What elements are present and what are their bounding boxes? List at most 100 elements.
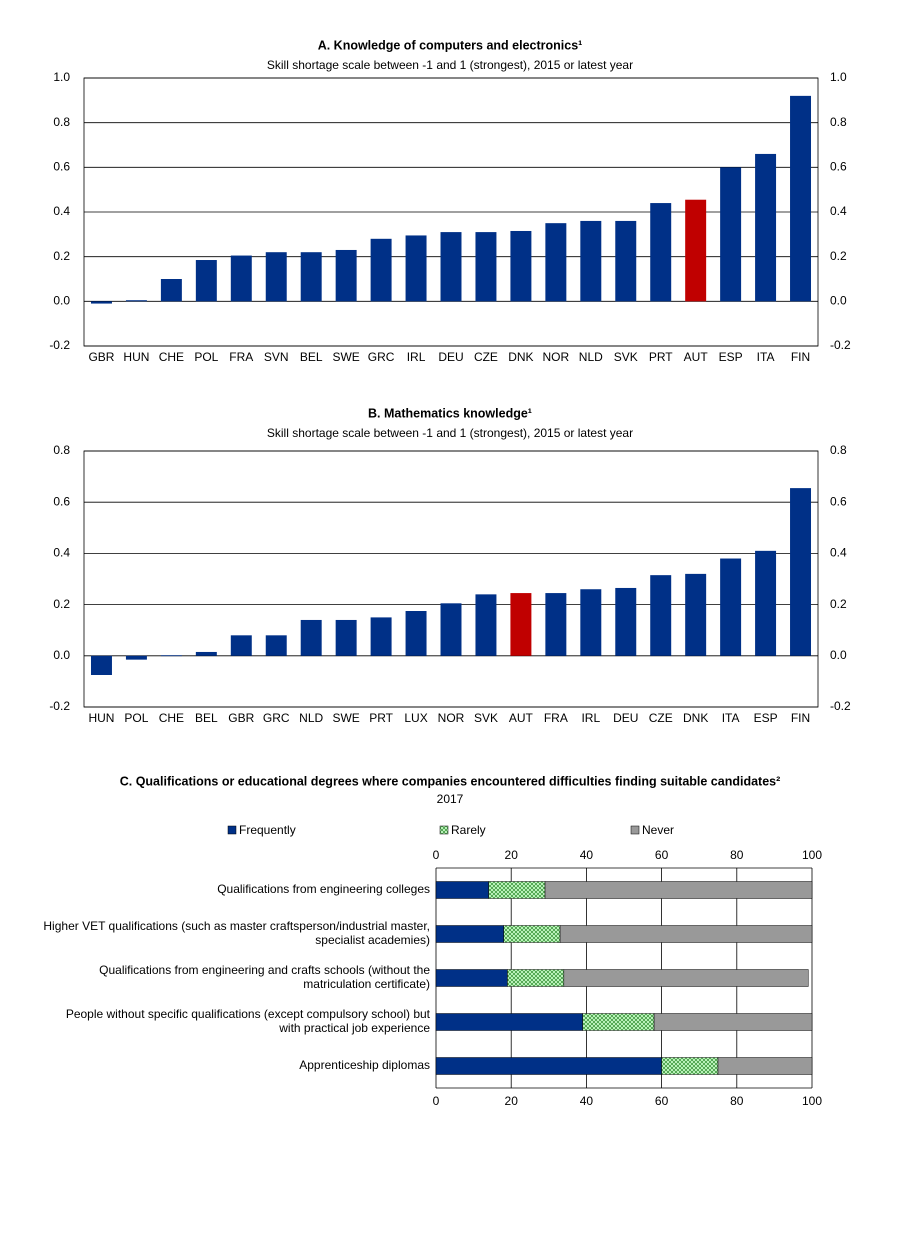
x-tick-label: DNK — [508, 350, 533, 364]
bar — [685, 573, 707, 656]
bar — [440, 232, 462, 302]
bar — [615, 587, 637, 656]
x-tick-label: FRA — [544, 711, 568, 725]
bar — [545, 593, 567, 656]
bar-segment — [435, 1013, 583, 1031]
x-tick-label: BEL — [195, 711, 218, 725]
x-tick-label: IRL — [581, 711, 600, 725]
plot-frame — [83, 450, 819, 708]
bar — [755, 153, 777, 302]
legend-swatch — [439, 825, 449, 835]
y-tick-label-right: 0.6 — [830, 160, 847, 174]
bar-segment — [435, 881, 489, 899]
legend-swatch — [630, 825, 640, 835]
bar-segment — [435, 1057, 662, 1075]
bar — [755, 550, 777, 656]
x-tick-label-top: 100 — [802, 848, 822, 862]
x-tick-label: GBR — [88, 350, 114, 364]
bar — [160, 655, 182, 657]
x-tick-label: HUN — [88, 711, 114, 725]
y-tick-label-right: 0.4 — [830, 546, 847, 560]
y-tick-label-right: -0.2 — [830, 338, 851, 352]
y-tick-label: -0.2 — [49, 338, 70, 352]
x-tick-label: HUN — [123, 350, 149, 364]
bar — [685, 199, 707, 302]
x-tick-label: FIN — [791, 350, 810, 364]
y-tick-label-right: -0.2 — [830, 699, 851, 713]
plot-frame — [83, 77, 819, 347]
x-tick-label: FRA — [229, 350, 253, 364]
bar — [650, 203, 672, 302]
x-tick-label: CHE — [159, 711, 184, 725]
x-tick-label: 40 — [580, 1094, 594, 1108]
y-tick-label: 0.4 — [53, 546, 70, 560]
y-tick-label: Qualifications from engineering and craf… — [99, 963, 430, 991]
bar — [335, 619, 357, 656]
x-tick-label: NOR — [543, 350, 570, 364]
x-tick-label: PRT — [649, 350, 673, 364]
bar-segment — [507, 969, 565, 987]
bar — [615, 220, 637, 302]
bar-segment — [435, 969, 508, 987]
x-tick-label: PRT — [369, 711, 393, 725]
y-tick-label: Apprenticeship diplomas — [299, 1058, 430, 1072]
x-tick-label: AUT — [509, 711, 534, 725]
x-tick-label: DNK — [683, 711, 708, 725]
bar-segment — [435, 925, 504, 943]
bar-segment — [717, 1057, 813, 1075]
bar — [650, 575, 672, 656]
bar — [230, 255, 252, 302]
x-tick-label: GRC — [368, 350, 395, 364]
x-tick-label: GBR — [228, 711, 254, 725]
y-tick-label: 0.6 — [53, 494, 70, 508]
x-tick-label: 0 — [433, 1094, 440, 1108]
x-tick-label-top: 80 — [730, 848, 744, 862]
bar — [580, 220, 602, 302]
x-tick-label-top: 0 — [433, 848, 440, 862]
bar — [160, 279, 182, 302]
chart-subtitle: 2017 — [437, 792, 464, 806]
bar-segment — [544, 881, 813, 899]
bar — [370, 238, 392, 302]
bar-segment — [559, 925, 813, 943]
bar-segment — [488, 881, 546, 899]
x-tick-label: POL — [194, 350, 218, 364]
x-tick-label: DEU — [613, 711, 638, 725]
y-tick-label: 0.4 — [53, 204, 70, 218]
legend-label: Never — [642, 823, 674, 837]
bar — [440, 603, 462, 656]
bar — [475, 594, 497, 656]
bar — [195, 260, 217, 302]
chart-subtitle: Skill shortage scale between -1 and 1 (s… — [267, 58, 633, 72]
y-tick-label-right: 0.6 — [830, 494, 847, 508]
x-tick-label: 100 — [802, 1094, 822, 1108]
bar-segment — [661, 1057, 719, 1075]
y-tick-label: 0.8 — [53, 443, 70, 457]
x-tick-label: CZE — [649, 711, 673, 725]
bar — [195, 651, 217, 656]
bar — [405, 611, 427, 656]
y-tick-label: 0.0 — [53, 648, 70, 662]
bar-segment — [582, 1013, 655, 1031]
y-tick-label-right: 0.0 — [830, 294, 847, 308]
x-tick-label: 20 — [505, 1094, 519, 1108]
x-tick-label: 80 — [730, 1094, 744, 1108]
bar — [720, 167, 742, 302]
x-tick-label-top: 40 — [580, 848, 594, 862]
bar — [90, 301, 112, 304]
bar — [720, 558, 742, 656]
y-tick-label: People without specific qualifications (… — [66, 1007, 431, 1035]
x-tick-label: GRC — [263, 711, 290, 725]
x-tick-label: ITA — [757, 350, 775, 364]
x-tick-label-top: 20 — [505, 848, 519, 862]
x-tick-label: NLD — [579, 350, 603, 364]
bar — [125, 300, 147, 302]
chart-title: C. Qualifications or educational degrees… — [120, 774, 781, 788]
y-tick-label: 1.0 — [53, 70, 70, 84]
bar-segment — [563, 969, 809, 987]
bar — [335, 249, 357, 302]
x-tick-label: SVK — [474, 711, 498, 725]
chart-subtitle: Skill shortage scale between -1 and 1 (s… — [267, 426, 633, 440]
x-tick-label: SWE — [332, 711, 359, 725]
